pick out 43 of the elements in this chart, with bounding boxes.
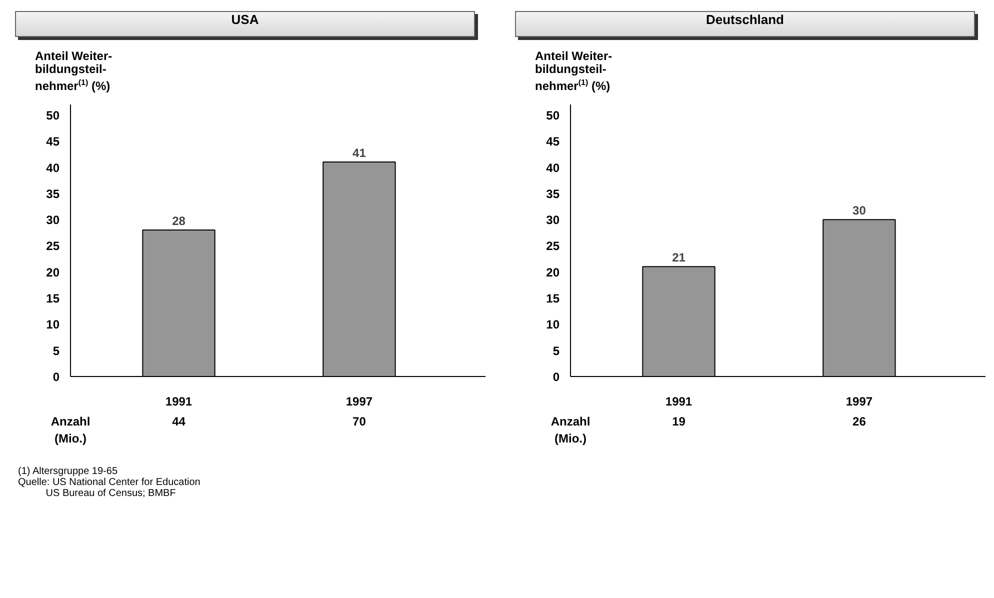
y-tick-label: 25 — [46, 239, 60, 254]
y-tick-label: 50 — [546, 108, 560, 122]
source-note: Quelle: US National Center for Education — [18, 477, 200, 488]
y-tick-label: 10 — [46, 318, 60, 332]
y-tick-label: 20 — [46, 265, 60, 280]
y-tick-label: 35 — [546, 186, 560, 201]
y-tick-label: 10 — [546, 318, 560, 332]
y-tick-label: 40 — [546, 160, 560, 175]
y-tick-label: 0 — [552, 370, 560, 384]
text: 26 — [852, 414, 866, 428]
data-label: 30 — [852, 204, 866, 218]
y-tick-label: 45 — [46, 134, 60, 149]
data-label: 21 — [672, 250, 686, 265]
text: US Bureau of Census; BMBF — [46, 488, 176, 499]
data-label: 28 — [172, 214, 186, 228]
y-axis-title: Anteil Weiter- bildungsteil- nehmer$^{(1)}$ (%) — [35, 49, 112, 93]
y-tick-label: 30 — [546, 213, 560, 228]
x-tick-label: 1997 — [846, 394, 873, 408]
y-tick-label: 30 — [46, 213, 60, 228]
y-tick-label: 15 — [546, 292, 560, 306]
y-tick-label: 25 — [546, 239, 560, 254]
text: Anzahl (Mio.) — [550, 414, 590, 446]
y-axis-title: Anteil Weiter- bildungsteil- nehmer$^{(1)}$ (%) — [535, 49, 612, 93]
y-tick-label: 35 — [46, 186, 60, 201]
text: 44 — [172, 414, 186, 428]
text: Anzahl (Mio.) — [50, 414, 90, 446]
y-tick-label: 5 — [52, 344, 60, 358]
y-tick-label: 0 — [52, 370, 60, 384]
y-tick-label: 45 — [546, 134, 560, 149]
text: 70 — [352, 414, 366, 428]
x-tick-label: 1991 — [665, 394, 692, 408]
data-label: 41 — [352, 146, 366, 160]
y-tick-label: 5 — [552, 344, 560, 358]
y-tick-label: 20 — [546, 265, 560, 280]
y-tick-label: 15 — [46, 292, 60, 306]
chart-title: USA — [15, 11, 475, 37]
text: (1) Altersgruppe 19-65 — [18, 466, 118, 477]
x-tick-label: 1991 — [165, 394, 192, 408]
chart-title: Deutschland — [515, 11, 975, 37]
y-tick-label: 50 — [46, 108, 60, 122]
y-tick-label: 40 — [46, 160, 60, 175]
text: 19 — [672, 414, 686, 428]
x-tick-label: 1997 — [346, 394, 373, 408]
